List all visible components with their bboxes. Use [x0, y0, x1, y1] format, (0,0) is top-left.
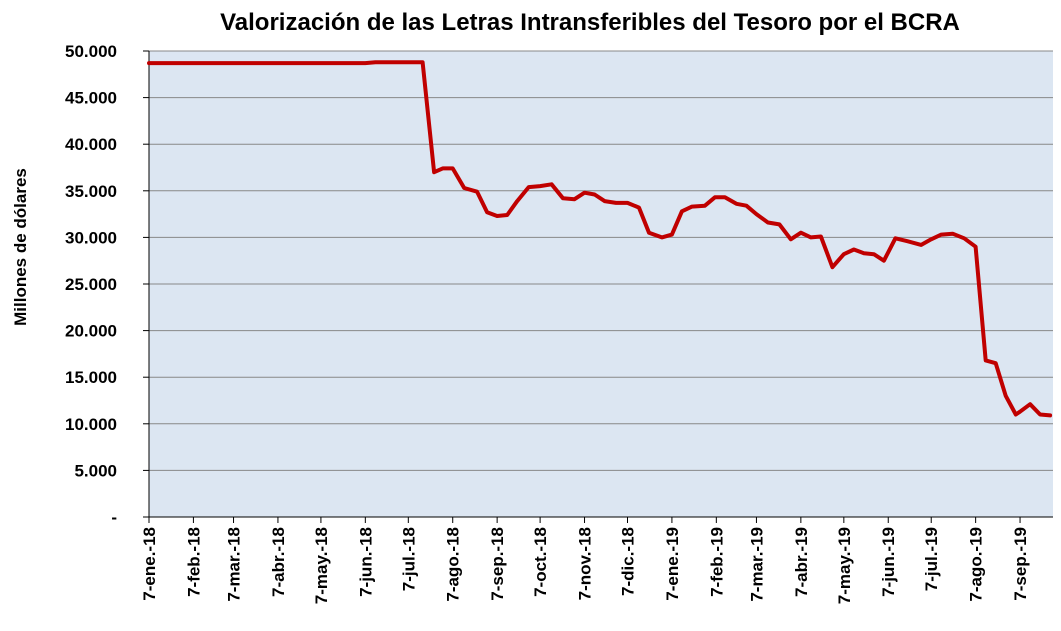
y-tick-label: 30.000	[65, 228, 117, 247]
y-tick-label: 35.000	[65, 182, 117, 201]
series-line	[147, 60, 1053, 418]
x-tick-label: 7-mar.-19	[747, 527, 766, 602]
y-tick-label: 15.000	[65, 368, 117, 387]
x-tick-label: 7-jul.-18	[399, 527, 418, 591]
y-axis-ticks: 50.000 45.000 40.000 35.000 30.000 25.000 20.0…	[65, 42, 149, 527]
x-tick-label: 7-feb.-19	[707, 527, 726, 597]
y-tick-label: 20.000	[65, 322, 117, 341]
y-tick-label: 45.000	[65, 89, 117, 108]
x-tick-label: 7-jul.-19	[922, 527, 941, 591]
y-tick-label: 50.000	[65, 42, 117, 61]
y-tick-label: 5.000	[74, 461, 117, 480]
x-tick-label: 7-nov.-18	[576, 527, 595, 600]
x-tick-label: 7-ago.-19	[967, 527, 986, 602]
chart-title: Valorización de las Letras Intransferibl…	[220, 9, 960, 36]
x-tick-label: 7-feb.-18	[184, 527, 203, 597]
x-tick-label: 7-may.-18	[312, 527, 331, 604]
gridlines	[149, 50, 1053, 471]
x-tick-label: 7-ene.-19	[663, 527, 682, 601]
y-tick-label: 10.000	[65, 415, 117, 434]
x-tick-label: 7-jun.-19	[879, 527, 898, 597]
y-axis-label: Millones de dólares	[11, 168, 30, 326]
x-tick-label: 7-ene.-18	[140, 527, 159, 601]
x-tick-label: 7-dic.-18	[619, 527, 638, 596]
y-tick-label: 40.000	[65, 135, 117, 154]
x-axis-ticks: 7-ene.-18 7-feb.-18 7-mar.-18 7-abr.-18 7-ma…	[140, 517, 1030, 604]
x-tick-label: 7-oct.-18	[531, 527, 550, 597]
x-tick-label: 7-sep.-19	[1011, 527, 1030, 601]
x-tick-label: 7-may.-19	[835, 527, 854, 604]
x-tick-label: 7-jun.-18	[356, 527, 375, 597]
x-tick-label: 7-ago.-18	[444, 527, 463, 602]
y-tick-label: -	[111, 508, 117, 527]
x-tick-label: 7-mar.-18	[225, 527, 244, 602]
x-tick-label: 7-abr.-19	[792, 527, 811, 597]
y-tick-label: 25.000	[65, 275, 117, 294]
x-tick-label: 7-abr.-18	[269, 527, 288, 597]
x-tick-label: 7-sep.-18	[488, 527, 507, 601]
